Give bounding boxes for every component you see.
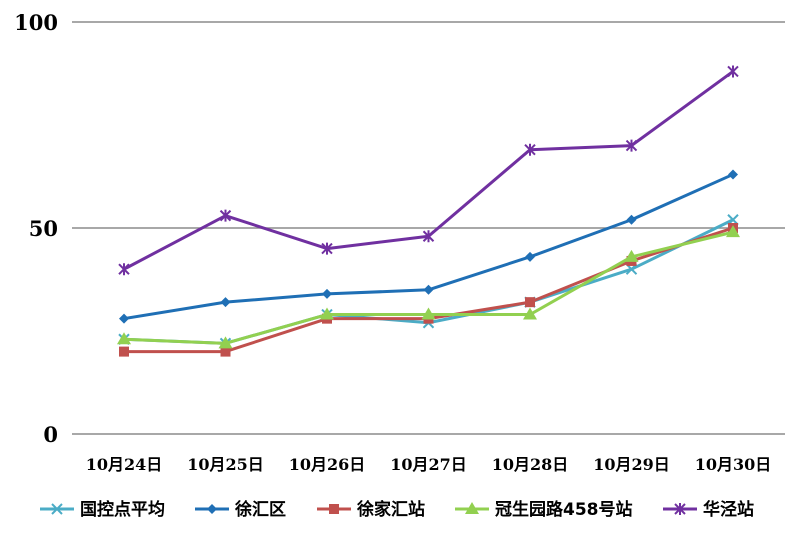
x-tick-label: 10月28日 [492, 455, 569, 474]
data-point [728, 169, 738, 180]
data-point [625, 139, 638, 152]
series-5 [118, 65, 739, 276]
x-tick-label: 10月24日 [86, 455, 163, 474]
grid-layer [72, 21, 785, 435]
data-point [218, 336, 233, 349]
legend-label: 国控点平均 [80, 499, 165, 520]
data-point [322, 288, 332, 299]
data-point [525, 297, 535, 308]
legend-marker [329, 504, 339, 514]
data-point [119, 346, 129, 357]
legend-label: 徐汇区 [234, 499, 286, 520]
data-point [423, 284, 434, 295]
series-2 [119, 169, 738, 324]
series-4 [117, 225, 740, 349]
legend-marker [51, 503, 63, 515]
data-point [523, 307, 537, 320]
data-point [117, 332, 131, 345]
legend-item: 华泾站 [663, 499, 754, 520]
legend-marker [465, 502, 479, 514]
data-point [727, 65, 739, 78]
legend-item: 徐家汇站 [317, 499, 425, 520]
legend-item: 徐汇区 [195, 499, 286, 520]
data-point [320, 307, 334, 320]
data-point [321, 242, 333, 255]
data-point [220, 297, 231, 308]
data-point [119, 313, 129, 324]
data-point [524, 143, 536, 156]
data-point [219, 209, 232, 222]
data-point [422, 230, 435, 243]
x-tick-label: 10月25日 [187, 455, 264, 474]
x-tick-label: 10月26日 [289, 455, 366, 474]
y-tick-label: 0 [43, 422, 58, 447]
legend-label: 华泾站 [703, 499, 754, 520]
data-point [118, 263, 130, 276]
x-axis-ticks: 10月24日 10月25日 10月26日 10月27日 10月28日 10月29日 10月3… [86, 455, 772, 474]
series-line [123, 173, 734, 321]
legend-item: 国控点平均 [40, 499, 165, 520]
data-point [421, 307, 436, 320]
y-axis-ticks: 0 50 100 [14, 10, 58, 447]
x-tick-label: 10月30日 [695, 455, 772, 474]
data-point [726, 225, 740, 238]
series-layer [117, 65, 740, 357]
x-tick-label: 10月27日 [390, 455, 467, 474]
data-point [626, 214, 637, 225]
y-tick-label: 100 [14, 10, 58, 35]
legend-item: 冠生园路458号站 [455, 499, 633, 520]
legend-label: 徐家汇站 [356, 499, 425, 520]
legend: 国控点平均 徐汇区 徐家汇站 冠生园路458号站 华泾站 [40, 499, 754, 520]
y-tick-label: 50 [29, 216, 58, 241]
x-tick-label: 10月29日 [593, 455, 670, 474]
legend-marker [674, 503, 686, 515]
legend-label: 冠生园路458号站 [495, 499, 633, 520]
data-point [525, 251, 535, 262]
data-point [624, 249, 639, 262]
data-point [220, 346, 231, 357]
legend-marker [207, 504, 217, 514]
